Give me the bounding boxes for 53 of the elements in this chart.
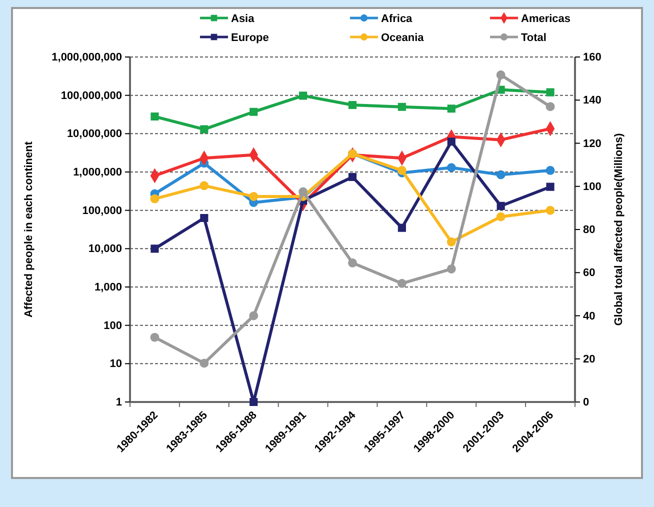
legend-label: Asia xyxy=(231,13,256,25)
point xyxy=(348,172,357,182)
point xyxy=(150,244,159,253)
point xyxy=(446,237,456,246)
y-tick-label: 10 xyxy=(110,358,122,370)
point xyxy=(348,100,357,110)
point xyxy=(200,214,208,222)
point xyxy=(546,182,554,191)
y2-tick-label: 160 xyxy=(583,52,602,64)
y-tick-label: 1 xyxy=(116,396,122,409)
legend-label: Africa xyxy=(381,13,414,25)
y-tick-label: 10,000,000 xyxy=(66,128,122,140)
point xyxy=(200,125,208,134)
y-tick-label: 10,000 xyxy=(88,243,122,256)
legend-label: Europe xyxy=(231,32,269,44)
y2-tick-label: 60 xyxy=(583,267,596,280)
point xyxy=(200,181,209,190)
point xyxy=(398,102,406,111)
y2-axis-title: Global total affected people(Millions) xyxy=(613,132,625,326)
point xyxy=(496,202,505,210)
y-axis-title: Affected people in each continent xyxy=(23,141,35,318)
point xyxy=(546,206,555,215)
point xyxy=(250,398,258,406)
point xyxy=(249,192,258,201)
point xyxy=(496,170,506,180)
point xyxy=(150,194,160,204)
y-tick-label: 100,000,000 xyxy=(60,90,122,102)
y-tick-label: 100 xyxy=(104,320,122,332)
point xyxy=(250,108,258,116)
point xyxy=(446,163,456,172)
y2-tick-label: 0 xyxy=(583,396,590,409)
legend-label: Oceania xyxy=(381,32,425,44)
y-tick-label: 100,000 xyxy=(82,204,122,217)
y2-tick-label: 140 xyxy=(583,94,602,107)
y2-tick-label: 80 xyxy=(583,224,596,236)
point xyxy=(496,212,506,222)
y2-tick-label: 100 xyxy=(583,180,602,193)
y2-tick-label: 120 xyxy=(583,138,602,150)
point xyxy=(299,92,308,100)
point xyxy=(447,138,456,146)
y2-tick-label: 40 xyxy=(583,310,596,322)
y2-tick-label: 20 xyxy=(583,353,596,366)
point xyxy=(546,88,554,96)
point xyxy=(546,166,555,175)
point xyxy=(447,104,456,113)
point xyxy=(150,112,159,121)
y-tick-label: 1,000,000,000 xyxy=(52,52,122,64)
legend-label: Americas xyxy=(521,13,571,25)
legend-label: Total xyxy=(521,32,546,44)
y-tick-label: 1,000 xyxy=(94,282,122,294)
point xyxy=(397,166,406,175)
y-tick-label: 1,000,000 xyxy=(73,166,122,179)
point xyxy=(398,224,406,232)
